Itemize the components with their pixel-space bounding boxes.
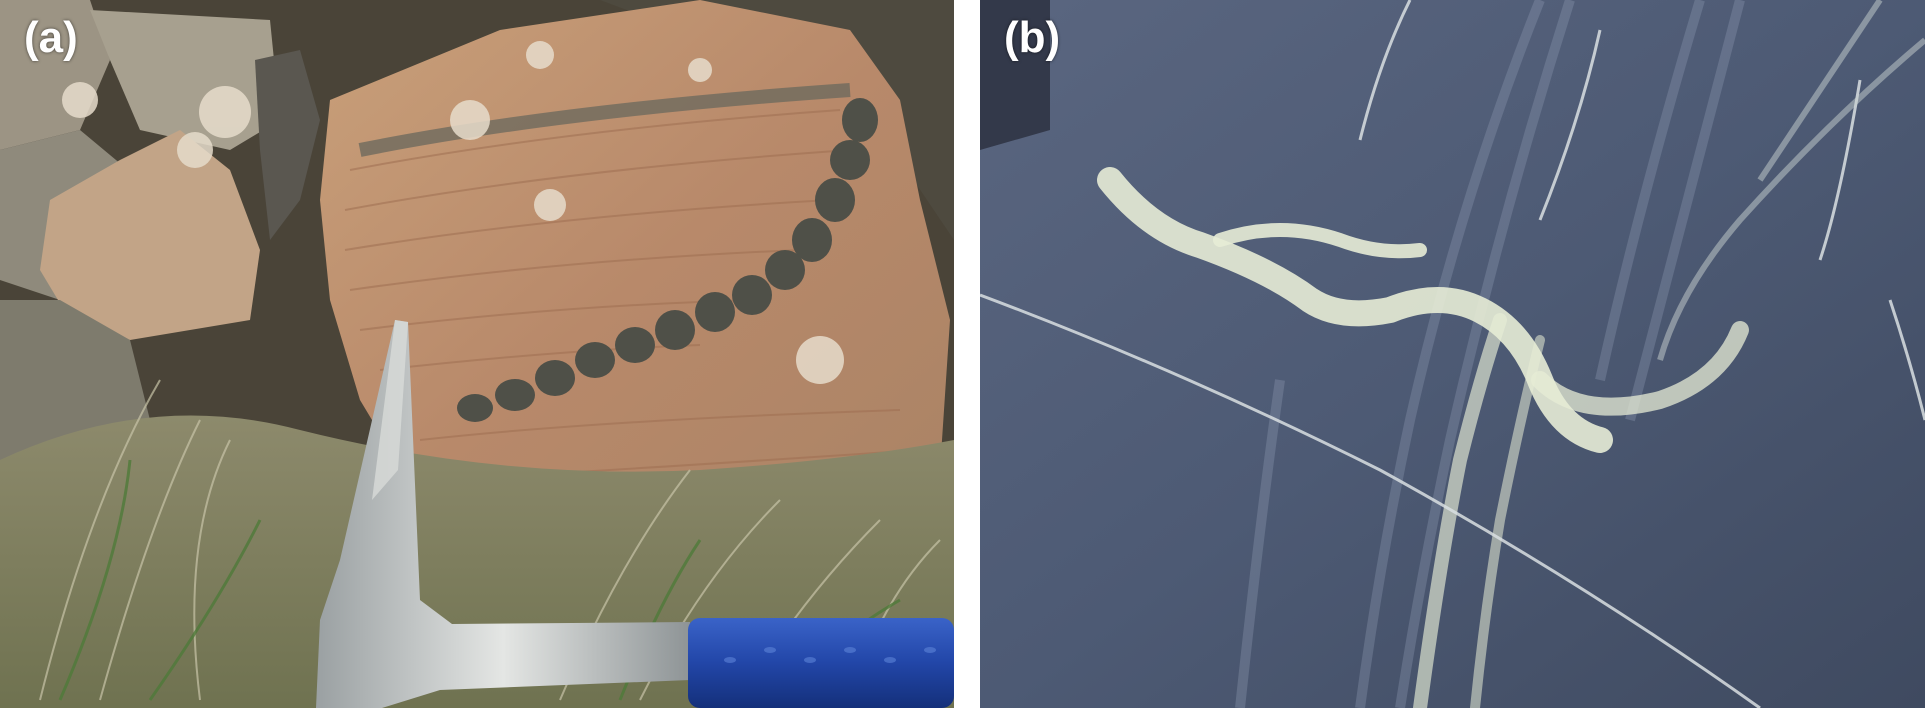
hammer-icon [316, 320, 954, 708]
panel-b-photo: (b) [980, 0, 1925, 708]
hammer-grip [688, 618, 954, 708]
outcrop-photo-a [0, 0, 954, 708]
folded-quartz-vein [1097, 167, 1749, 708]
fracture-veins [980, 0, 1925, 708]
panel-label-b: (b) [1004, 13, 1061, 62]
concretion-chain [457, 98, 878, 422]
rock-block [255, 50, 320, 240]
panel-label-a: (a) [24, 13, 78, 62]
slate-surface [980, 0, 1925, 708]
panel-a-photo: (a) [0, 0, 954, 708]
rock-block [40, 130, 260, 340]
outcrop-photo-b [980, 0, 1925, 708]
